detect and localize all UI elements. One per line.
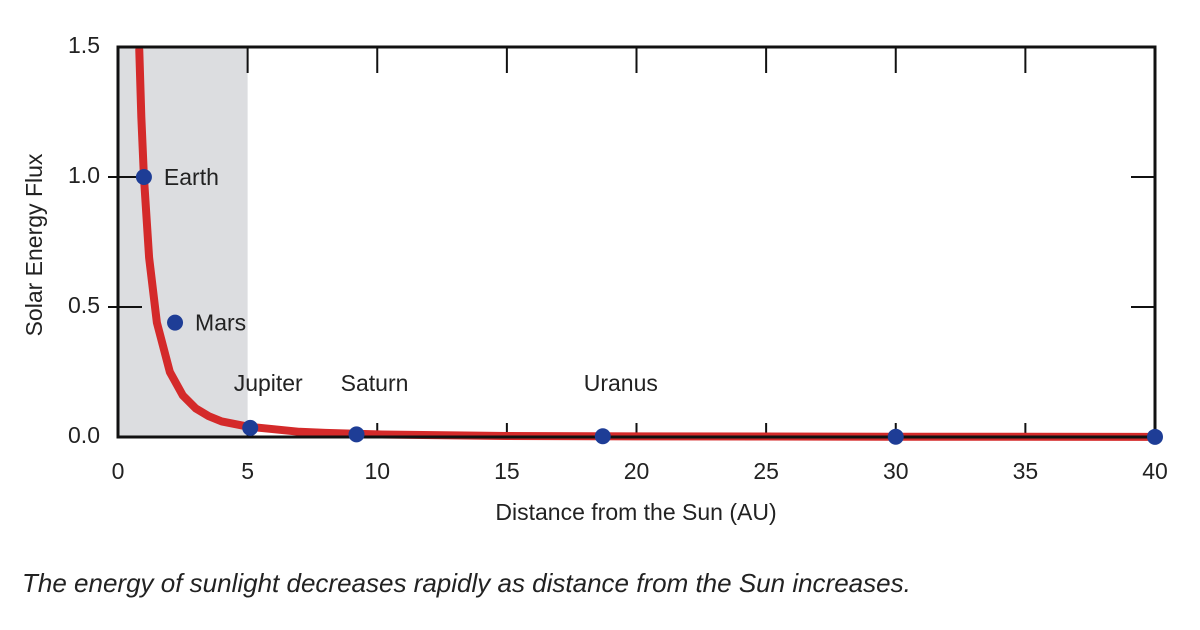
planet-point [594, 428, 611, 445]
x-tick-label: 30 [883, 458, 909, 484]
x-tick-label: 35 [1013, 458, 1039, 484]
x-tick-label: 0 [112, 458, 125, 484]
planet-point [348, 426, 365, 443]
y-tick-label: 0.5 [68, 292, 100, 318]
planet-label: Earth [164, 164, 219, 190]
x-tick-label: 15 [494, 458, 520, 484]
planet-point [135, 169, 152, 185]
x-tick-label: 10 [364, 458, 390, 484]
planet-point [1147, 428, 1163, 445]
x-tick-label: 25 [753, 458, 779, 484]
x-tick-label: 40 [1142, 458, 1168, 484]
planet-point [887, 428, 904, 445]
planet-point [167, 314, 184, 331]
planet-point [242, 419, 259, 436]
plot-frame [116, 45, 1157, 439]
y-tick-label: 0.0 [68, 422, 100, 448]
caption: The energy of sunlight decreases rapidly… [22, 568, 911, 598]
planet-label: Uranus [584, 370, 658, 396]
x-tick-label: 20 [624, 458, 650, 484]
y-tick-label: 1.5 [68, 32, 100, 58]
planet-label: Mars [195, 310, 246, 336]
y-tick-label: 1.0 [68, 162, 100, 188]
planet-label: Jupiter [234, 370, 303, 396]
planet-label: Saturn [341, 370, 409, 396]
y-axis-label: Solar Energy Flux [21, 153, 47, 336]
x-tick-label: 5 [241, 458, 254, 484]
x-axis-label: Distance from the Sun (AU) [495, 499, 776, 525]
